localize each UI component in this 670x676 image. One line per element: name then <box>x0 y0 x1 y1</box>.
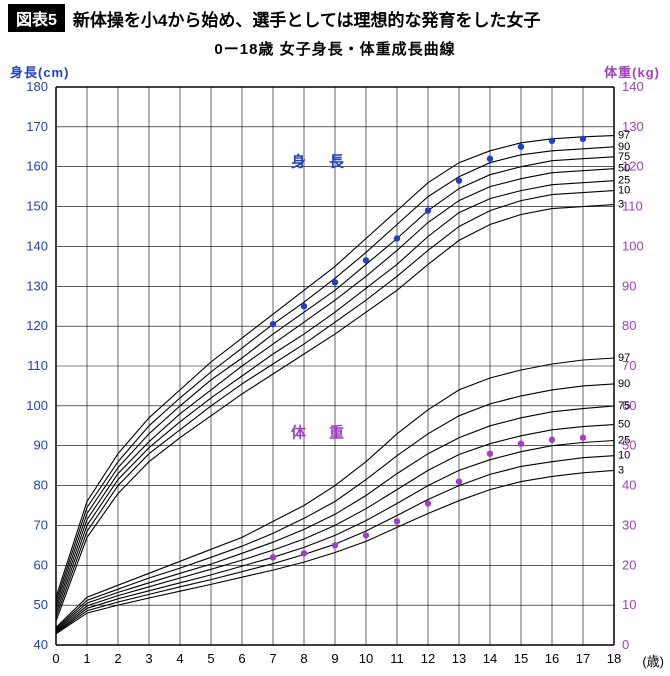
svg-text:0: 0 <box>52 651 59 666</box>
svg-text:75: 75 <box>618 400 630 412</box>
svg-text:18: 18 <box>607 651 621 666</box>
svg-text:8: 8 <box>300 651 307 666</box>
svg-text:120: 120 <box>26 318 48 333</box>
svg-text:50: 50 <box>618 163 630 175</box>
svg-text:14: 14 <box>483 651 497 666</box>
svg-text:13: 13 <box>452 651 466 666</box>
svg-text:90: 90 <box>622 278 636 293</box>
svg-text:9: 9 <box>331 651 338 666</box>
svg-text:10: 10 <box>359 651 373 666</box>
svg-text:17: 17 <box>576 651 590 666</box>
y-right-axis-label: 体重(kg) <box>604 62 660 81</box>
svg-text:140: 140 <box>26 238 48 253</box>
svg-text:150: 150 <box>26 199 48 214</box>
svg-text:110: 110 <box>622 199 643 214</box>
svg-text:90: 90 <box>618 378 630 390</box>
x-axis-label: (歳) <box>642 651 664 670</box>
svg-text:70: 70 <box>34 517 48 532</box>
svg-text:10: 10 <box>622 597 636 612</box>
svg-text:100: 100 <box>26 398 48 413</box>
chart-subtitle: 0ー18歳 女子身長・体重成長曲線 <box>0 38 670 59</box>
svg-text:130: 130 <box>26 278 48 293</box>
svg-text:97: 97 <box>618 352 630 364</box>
growth-chart-svg: 0123456789101112131415161718405060708090… <box>0 59 670 676</box>
svg-text:15: 15 <box>514 651 528 666</box>
y-left-axis-label: 身長(cm) <box>10 62 69 81</box>
svg-text:1: 1 <box>83 651 90 666</box>
svg-text:2: 2 <box>114 651 121 666</box>
svg-text:40: 40 <box>34 637 48 652</box>
svg-text:16: 16 <box>545 651 559 666</box>
svg-text:80: 80 <box>34 478 48 493</box>
svg-text:11: 11 <box>390 651 404 666</box>
figure-title: 新体操を小4から始め、選手としては理想的な発育をした女子 <box>73 6 541 31</box>
svg-text:0: 0 <box>622 637 629 652</box>
svg-text:6: 6 <box>238 651 245 666</box>
svg-text:160: 160 <box>26 159 48 174</box>
svg-text:170: 170 <box>26 119 48 134</box>
svg-text:90: 90 <box>34 438 48 453</box>
svg-text:身 長: 身 長 <box>291 153 348 171</box>
svg-text:100: 100 <box>622 238 644 253</box>
svg-text:50: 50 <box>618 419 630 431</box>
svg-text:3: 3 <box>618 464 624 476</box>
svg-text:5: 5 <box>207 651 214 666</box>
svg-text:12: 12 <box>421 651 435 666</box>
header: 図表5 新体操を小4から始め、選手としては理想的な発育をした女子 <box>0 0 670 32</box>
svg-text:10: 10 <box>618 185 630 197</box>
svg-text:80: 80 <box>622 318 636 333</box>
chart-wrap: 図表5 新体操を小4から始め、選手としては理想的な発育をした女子 0ー18歳 女… <box>0 0 670 675</box>
svg-text:25: 25 <box>618 435 630 447</box>
svg-text:60: 60 <box>34 557 48 572</box>
svg-text:7: 7 <box>269 651 276 666</box>
svg-text:3: 3 <box>618 199 624 211</box>
svg-text:180: 180 <box>26 79 48 94</box>
svg-text:10: 10 <box>618 450 630 462</box>
svg-text:40: 40 <box>622 478 636 493</box>
figure-badge: 図表5 <box>8 4 65 32</box>
svg-text:体 重: 体 重 <box>291 424 348 442</box>
svg-text:140: 140 <box>622 79 644 94</box>
svg-text:30: 30 <box>622 517 636 532</box>
svg-text:3: 3 <box>145 651 152 666</box>
svg-text:50: 50 <box>34 597 48 612</box>
svg-text:20: 20 <box>622 557 636 572</box>
svg-text:110: 110 <box>27 358 48 373</box>
svg-text:4: 4 <box>176 651 183 666</box>
svg-text:75: 75 <box>618 151 630 163</box>
